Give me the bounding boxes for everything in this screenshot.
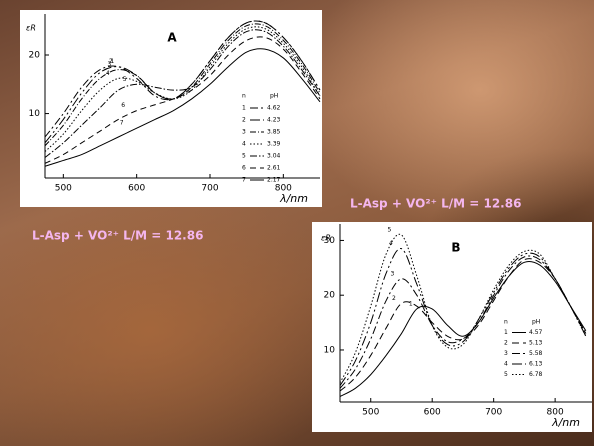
legend-label: 4	[242, 141, 246, 148]
curve-number: 6	[121, 102, 125, 109]
legend-label: 2	[504, 340, 508, 347]
x-tick-label: 700	[201, 184, 218, 194]
spectrum-line	[44, 48, 321, 167]
spectrum-line	[339, 261, 587, 397]
legend-label: 4	[504, 361, 508, 368]
y-tick-label: 10	[29, 109, 41, 119]
legend-header: pH	[532, 319, 540, 326]
curve-number: 1	[409, 300, 413, 307]
x-tick-label: 700	[485, 408, 502, 418]
caption: L-Asp + VO²⁺ L/M = 12.86	[350, 197, 521, 211]
y-tick-label: 20	[29, 51, 41, 61]
curve-number: 3	[391, 270, 395, 277]
legend-label: 2	[242, 117, 246, 124]
x-axis-label: λ/nm	[551, 416, 580, 429]
y-tick-label: 10	[324, 345, 336, 355]
spectrum-line	[339, 258, 587, 392]
legend-ph: 4.62	[267, 105, 281, 112]
spectrum-line	[44, 26, 321, 153]
y-axis-label: εR	[321, 234, 331, 243]
x-tick-label: 500	[362, 408, 379, 418]
x-tick-label: 500	[55, 184, 72, 194]
curve-number: 5	[388, 226, 392, 233]
curve-number: 2	[109, 58, 113, 65]
chart-panel	[312, 222, 592, 432]
legend-header: n	[242, 93, 246, 100]
spectrum-line	[339, 233, 587, 384]
spectrum-line	[339, 248, 587, 386]
y-tick-label: 30	[324, 236, 336, 246]
legend-label: 3	[242, 129, 246, 136]
legend-label: 7	[242, 177, 246, 184]
legend-label: 1	[242, 105, 246, 112]
chart: 500 600 700 800 10 20 30 λ/nm εR Bn pH 1 4.57 1 2 5.13 2…	[312, 222, 592, 432]
legend-header: pH	[270, 93, 278, 100]
x-tick-label: 600	[128, 184, 145, 194]
x-axis-label: λ/nm	[279, 192, 308, 205]
spectrum-line	[44, 36, 321, 164]
legend-label: 1	[504, 329, 508, 336]
curve-number: 4	[389, 240, 393, 247]
legend-ph: 6.13	[529, 361, 543, 368]
x-tick-label: 600	[424, 408, 441, 418]
chart-title: B	[451, 241, 460, 255]
legend-ph: 3.85	[267, 129, 281, 136]
legend-header: n	[504, 319, 508, 326]
x-tick-label: 800	[275, 184, 292, 194]
curve-number: 5	[123, 76, 127, 83]
y-tick-label: 20	[324, 291, 336, 301]
chart-title: A	[167, 31, 177, 45]
legend-ph: 5.58	[529, 350, 543, 357]
legend-ph: 2.61	[267, 165, 281, 172]
curve-number: 3	[107, 61, 111, 68]
spectrum-line	[44, 20, 321, 144]
curve-number: 7	[120, 120, 124, 127]
caption: L-Asp + VO²⁺ L/M = 12.86	[32, 229, 203, 243]
legend-ph: 3.39	[267, 141, 281, 148]
legend-ph: 4.23	[267, 117, 281, 124]
legend-ph: 6.78	[529, 371, 543, 378]
curve-number: 1	[110, 58, 114, 65]
curve-number: 2	[392, 295, 396, 302]
curve-number: 4	[106, 70, 110, 77]
y-axis-label: εR	[26, 24, 36, 33]
legend-ph: 3.04	[267, 153, 281, 160]
legend-label: 3	[504, 350, 508, 357]
legend-ph: 2.17	[267, 177, 281, 184]
legend-ph: 4.57	[529, 329, 543, 336]
x-tick-label: 800	[547, 408, 564, 418]
legend-label: 5	[242, 153, 246, 160]
legend-ph: 5.13	[529, 340, 543, 347]
spectrum-line	[44, 29, 321, 158]
legend-label: 5	[504, 371, 508, 378]
spectrum-line	[44, 23, 321, 147]
legend-label: 6	[242, 165, 246, 172]
